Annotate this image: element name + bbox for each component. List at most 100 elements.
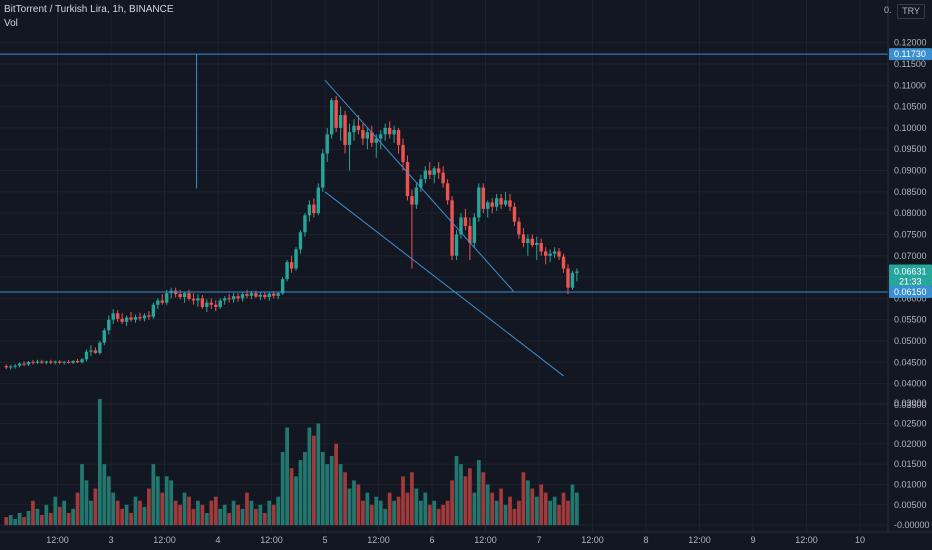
candle-body — [40, 361, 44, 363]
candle-body — [356, 125, 361, 131]
volume-bar — [66, 512, 71, 526]
candle-body — [503, 200, 508, 205]
candle-body — [539, 242, 543, 252]
volume-bar — [164, 476, 169, 526]
candle-body — [102, 330, 107, 343]
candle-body — [115, 313, 120, 319]
candle-body — [160, 300, 164, 303]
candle-body — [231, 296, 236, 300]
volume-bar — [311, 435, 316, 526]
volume-bar — [548, 500, 553, 526]
volume-bar — [240, 508, 245, 526]
volume-bar — [512, 508, 517, 526]
line-price-badge — [889, 285, 932, 298]
volume-bar — [187, 496, 191, 526]
volume-bar — [472, 492, 477, 526]
candle-body — [312, 204, 316, 214]
candle-body — [147, 315, 151, 317]
volume-bar — [436, 508, 441, 526]
price-tick-label: 0.08500 — [894, 187, 927, 197]
volume-bar — [196, 500, 200, 526]
volume-bar — [508, 496, 512, 526]
candle-body — [156, 300, 160, 305]
time-tick-label: 3 — [108, 535, 113, 545]
candle-body — [481, 187, 485, 209]
trend-drawings[interactable] — [0, 53, 888, 377]
candle-body — [214, 304, 218, 307]
candle-body — [379, 134, 383, 139]
candle-body — [548, 253, 552, 256]
candle-body — [343, 115, 347, 145]
candle-body — [276, 293, 280, 296]
candle-body — [107, 319, 111, 331]
candle-body — [165, 293, 169, 303]
volume-bar — [414, 488, 419, 526]
candle-body — [570, 272, 575, 288]
candle-body — [187, 293, 191, 299]
price-tick-label: 0.08000 — [894, 208, 927, 218]
volume-bar — [427, 504, 432, 526]
volume-bar — [320, 451, 325, 526]
candle-body — [151, 304, 156, 317]
volume-bar — [517, 500, 521, 526]
symbol-title[interactable]: BitTorrent / Turkish Lira, 1h, BINANCE — [4, 4, 174, 15]
candlesticks — [4, 95, 579, 370]
volume-bar — [557, 504, 561, 526]
candle-body — [272, 293, 276, 296]
volume-bar — [561, 492, 566, 526]
candle-body — [138, 317, 142, 319]
volume-bar — [303, 451, 307, 526]
volume-bar — [485, 484, 490, 526]
candle-body — [80, 359, 84, 363]
time-tick-label: 12:00 — [153, 535, 176, 545]
volume-indicator-label[interactable]: Vol — [4, 18, 18, 29]
volume-bar — [35, 508, 40, 526]
candle-body — [490, 202, 494, 207]
time-tick-label: 12:00 — [46, 535, 69, 545]
last-price-value: 0.06631 — [894, 266, 927, 276]
candle-body — [263, 294, 267, 298]
channel-upper-line — [324, 79, 514, 292]
volume-bar — [383, 508, 388, 526]
candle-body — [561, 256, 566, 269]
candle-body — [383, 127, 387, 135]
volume-bar — [325, 464, 330, 526]
volume-bar — [566, 500, 570, 526]
currency-selector[interactable]: TRY — [897, 4, 925, 19]
candle-body — [307, 204, 312, 216]
volume-bar — [316, 423, 321, 526]
volume-tick-label: -0.00000 — [894, 520, 930, 530]
volume-bar — [534, 496, 539, 526]
volume-bar — [57, 506, 62, 526]
volume-bar — [142, 506, 147, 526]
volume-bar — [463, 476, 468, 526]
volume-bar — [40, 514, 44, 526]
candle-body — [294, 249, 298, 269]
candle-body — [191, 298, 196, 301]
volume-bar — [262, 512, 267, 526]
volume-bar — [392, 500, 396, 526]
price-tick-label: 0.07000 — [894, 251, 927, 261]
candle-body — [325, 134, 329, 154]
price-tick-label: 0.05000 — [894, 336, 927, 346]
volume-bar — [160, 492, 165, 526]
price-tick-label: 0.11500 — [894, 59, 926, 69]
candle-body — [508, 200, 512, 207]
candle-body — [316, 187, 321, 214]
time-axis-panel — [0, 532, 888, 550]
volume-bar — [245, 492, 249, 526]
time-tick-label: 12:00 — [474, 535, 497, 545]
candle-body — [575, 271, 579, 273]
volume-bar — [361, 500, 365, 526]
volume-bar — [410, 472, 414, 526]
volume-tick-label: 0.01000 — [894, 479, 927, 489]
candle-body — [352, 125, 356, 133]
candle-body — [4, 366, 8, 368]
candle-body — [419, 179, 423, 188]
candle-body — [254, 293, 258, 297]
volume-bar — [120, 508, 125, 526]
line-price-value: 0.11730 — [894, 49, 926, 59]
candle-body — [35, 361, 40, 363]
